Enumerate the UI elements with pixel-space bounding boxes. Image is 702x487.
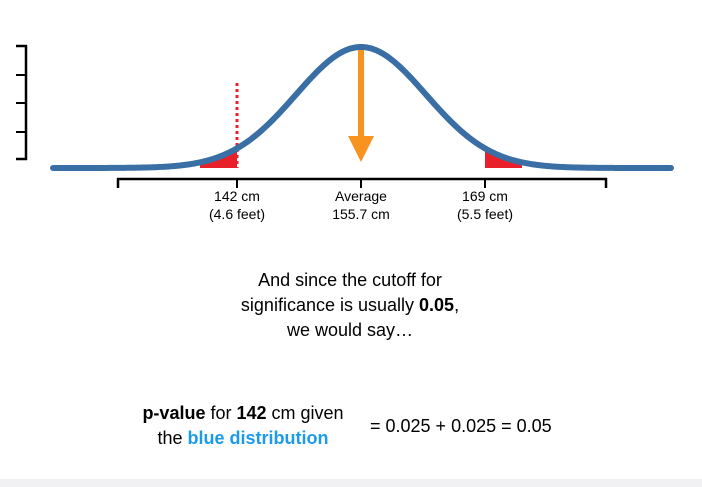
caption-line-2: significance is usually 0.05, <box>150 293 550 318</box>
blue-distribution-text: blue distribution <box>187 428 329 448</box>
formula-left: p-value for 142 cm given the blue distri… <box>100 401 386 451</box>
marker-average-value-label: 155.7 cm <box>332 206 390 222</box>
pvalue-formula: p-value for 142 cm given the blue distri… <box>100 401 620 453</box>
formula-equation: = 0.025 + 0.025 = 0.05 <box>370 416 552 436</box>
significance-caption: And since the cutoff for significance is… <box>150 268 550 343</box>
bottom-bar <box>0 479 702 487</box>
for-text: for <box>205 403 237 423</box>
formula-line-1: p-value for 142 cm given <box>100 401 386 426</box>
marker-142-feet-label: (4.6 feet) <box>209 206 265 222</box>
formula-line-2: the blue distribution <box>100 426 386 451</box>
caption-line-1: And since the cutoff for <box>258 270 442 290</box>
cm-given-text: cm given <box>266 403 344 423</box>
caption-line-3: we would say… <box>286 320 414 340</box>
x-axis <box>116 177 608 188</box>
marker-142-label: 142 cm <box>214 188 260 204</box>
caption-line-2-prefix: significance is usually <box>240 295 420 315</box>
normal-curve <box>50 44 674 171</box>
average-arrow <box>348 48 374 162</box>
y-axis <box>16 44 28 161</box>
the-text: the <box>157 428 188 448</box>
value-142: 142 <box>236 403 267 423</box>
caption-line-2-suffix: , <box>454 295 460 315</box>
pvalue-term: p-value <box>142 403 206 423</box>
marker-169-feet-label: (5.5 feet) <box>457 206 513 222</box>
marker-169-label: 169 cm <box>462 188 508 204</box>
marker-average-label: Average <box>335 188 387 204</box>
caption-cutoff-value: 0.05 <box>419 295 455 315</box>
